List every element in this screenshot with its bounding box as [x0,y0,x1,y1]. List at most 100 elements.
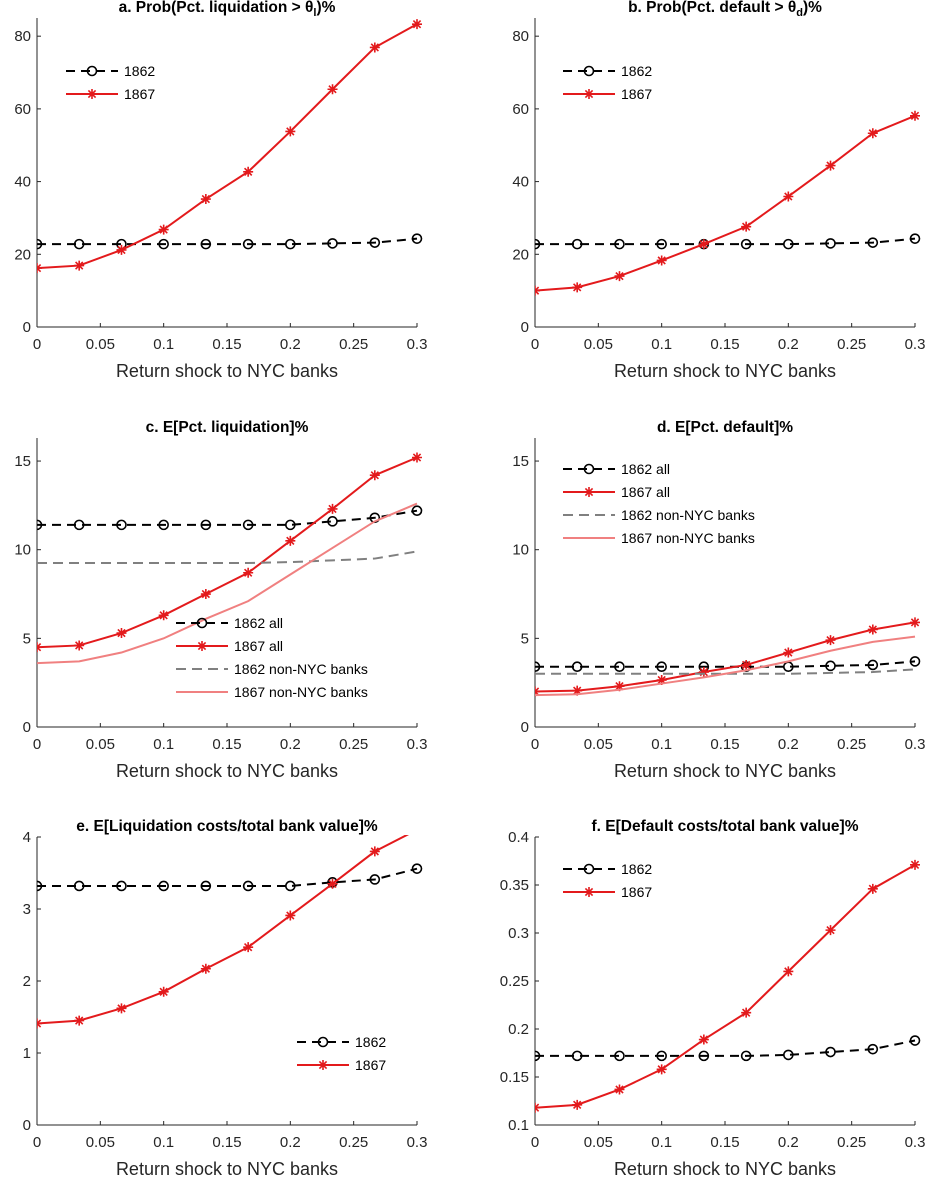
panel-d-x-tick-label: 0.1 [651,736,672,753]
panel-a-series-group [32,19,422,273]
panel-b-x-tick-label: 0 [531,336,539,353]
panel-d-x-tick-label: 0.15 [710,736,739,753]
panel-a-legend-label: 1862 [124,63,155,79]
panel-f-xlabel: Return shock to NYC banks [614,1159,836,1179]
panel-b-series-1867-point [530,286,540,296]
panel-f-y-tick-label: 0.35 [500,877,529,894]
panel-e-series-1867-point [116,1003,126,1013]
panel-c-series-1867-all-point [32,642,42,652]
panel-b-series-1867-line [535,116,915,291]
panel-e-y-tick-label: 1 [23,1045,31,1062]
panel-c-legend: 1862 all1867 all1862 non-NYC banks1867 n… [176,615,368,700]
panel-b-series-1867-point [699,239,709,249]
panel-c-x-tick-label: 0.3 [407,736,428,753]
panel-b-x-tick-label: 0.05 [584,336,613,353]
panel-e-legend: 18621867 [297,1034,386,1073]
panel-c-y-tick-label: 0 [23,719,31,736]
panel-a-series-1867-point [243,167,253,177]
panel-a-series-1867-point [159,225,169,235]
panel-a-series-1867-point [32,263,42,273]
panel-a-x-tick-label: 0 [33,336,41,353]
panel-d-x-tick-label: 0.2 [778,736,799,753]
panel-f-y-tick-label: 0.1 [508,1117,529,1134]
panel-b-series-1867-point [614,271,624,281]
panel-a-legend: 1862 1867 [66,63,155,102]
panel-e-series-1867-point [285,910,295,920]
panel-e-series-1867-point [328,879,338,889]
panel-f-x-tick-label: 0.15 [710,1134,739,1151]
panel-c-series-1867-all-point [412,453,422,463]
panel-d-series-1867-all-point [868,624,878,634]
panel-a-series-1862-line [37,239,417,244]
panel-a-legend-label: 1867 [124,86,155,102]
panel-b-legend-marker [584,89,594,99]
panel-f-series-1867-point [699,1035,709,1045]
panel-a-y-tick-label: 0 [23,319,31,336]
panel-c-legend-label: 1862 non-NYC banks [234,661,368,677]
panel-b-x-tick-label: 0.25 [837,336,866,353]
panel-e-y-tick-label: 4 [23,829,31,846]
panel-a-x-tick-label: 0.3 [407,336,428,353]
panel-d-x-tick-label: 0 [531,736,539,753]
panel-d-series-1867-all-point [826,635,836,645]
panel-c-series-1867-all-point [159,610,169,620]
panel-e: 0 0.05 0.1 0.15 0.2 0.25 0.301234e. E[Liquidat… [23,818,428,1179]
panel-a-x-tick-label: 0.25 [339,336,368,353]
panel-d-series-1867-all-point [741,660,751,670]
panel-f-title: f. E[Default costs/total bank value]% [592,818,859,835]
panel-d-y-tick-label: 0 [521,719,529,736]
panel-b-y-tick-label: 60 [512,101,529,118]
panel-f-series-1862-line [535,1041,915,1056]
panel-c-y-tick-label: 5 [23,630,31,647]
panel-a-x-tick-label: 0.2 [280,336,301,353]
panel-c-legend-marker [197,641,207,651]
panel-f-y-tick-label: 0.15 [500,1069,529,1086]
panel-a-y-tick-label: 80 [14,28,31,45]
panel-e-title: e. E[Liquidation costs/total bank value]… [76,818,378,835]
panel-d-x-tick-label: 0.3 [905,736,926,753]
panel-c-title: c. E[Pct. liquidation]% [146,419,309,436]
panel-e-x-tick-label: 0.2 [280,1134,301,1151]
panel-a-series-1867-point [285,126,295,136]
panel-f-y-tick-label: 0.3 [508,925,529,942]
panel-c-x-tick-label: 0.25 [339,736,368,753]
panel-e-y-tick-label: 3 [23,901,31,918]
panel-d-title: d. E[Pct. default]% [657,419,793,436]
panel-d-x-tick-label: 0.25 [837,736,866,753]
panel-e-series-1867-point [243,942,253,952]
panel-f-series-1867-line [535,865,915,1108]
panel-b-x-tick-label: 0.1 [651,336,672,353]
panel-e-series-1867-point [370,846,380,856]
panel-c-series-1867-all-point [285,536,295,546]
panel-c-y-tick-label: 10 [14,542,31,559]
panel-f-series-1867-point [572,1100,582,1110]
panel-f-series-1867-point [657,1064,667,1074]
panel-d-series-group [530,617,920,696]
panel-d-xlabel: Return shock to NYC banks [614,761,836,781]
panel-c: 0 0.05 0.1 0.15 0.2 0.25 0.3051015c. E[Pct. li… [14,419,427,781]
panel-c-series-1867-all-point [370,470,380,480]
panel-b-x-tick-label: 0.2 [778,336,799,353]
panel-d-legend: 1862 all 1867 all 1862 non-NYC banks 1867 n… [563,461,755,546]
panel-f-x-tick-label: 0.3 [905,1134,926,1151]
panel-f: 0 0.05 0.1 0.15 0.2 0.25 0.30.10.150.20.250.30… [500,818,926,1179]
panel-c-x-tick-label: 0 [33,736,41,753]
panel-e-legend-marker [318,1060,328,1070]
panel-d-y-tick-label: 5 [521,630,529,647]
panel-d-series-1867-all-line [535,622,915,691]
panel-c-series-1867-all-point [201,589,211,599]
panel-d-legend-marker [584,487,594,497]
panel-c-x-tick-label: 0.05 [86,736,115,753]
panel-f-series-1867-point [868,884,878,894]
panel-c-legend-label: 1867 all [234,638,283,654]
panel-c-legend-label: 1862 all [234,615,283,631]
panel-b-series-1867-point [657,255,667,265]
panel-c-x-tick-label: 0.2 [280,736,301,753]
panel-b-title: b. Prob(Pct. default > θd)% [628,0,822,19]
panel-a-series-1867-line [37,24,417,268]
panel-c-x-tick-label: 0.1 [153,736,174,753]
panel-d-x-tick-label: 0.05 [584,736,613,753]
panel-b-series-1867-point [910,111,920,121]
panel-d-legend-label: 1862 non-NYC banks [621,507,755,523]
